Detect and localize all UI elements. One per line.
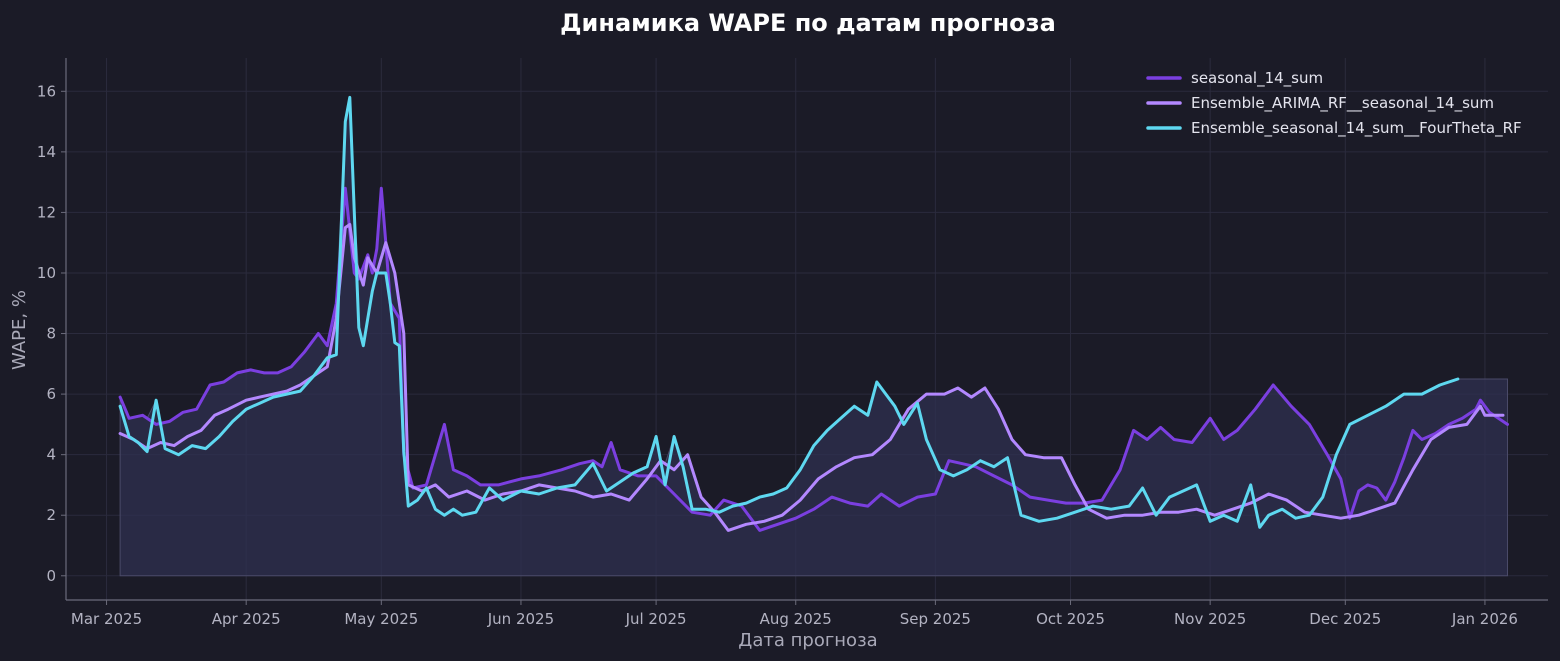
chart-title: Динамика WAPE по датам прогноза [560, 9, 1056, 37]
y-tick-label: 10 [37, 264, 56, 282]
y-tick-label: 8 [46, 325, 56, 343]
x-tick-label: Nov 2025 [1174, 610, 1246, 628]
x-tick-label: Aug 2025 [760, 610, 832, 628]
y-tick-label: 0 [46, 567, 56, 585]
x-tick-label: Jul 2025 [625, 610, 687, 628]
y-tick-label: 6 [46, 385, 56, 403]
y-tick-label: 12 [37, 203, 56, 221]
x-tick-label: Dec 2025 [1309, 610, 1381, 628]
legend-label-1: seasonal_14_sum [1191, 69, 1323, 88]
y-tick-label: 16 [37, 82, 56, 100]
y-tick-label: 14 [37, 143, 56, 161]
series-line-Ensemble_seasonal_14_sum__FourTheta_RF [118, 95, 1460, 529]
x-tick-label: Mar 2025 [71, 610, 142, 628]
x-tick-label: Jun 2025 [487, 610, 554, 628]
y-axis-label: WAPE, % [9, 290, 30, 370]
legend-label-2: Ensemble_ARIMA_RF__seasonal_14_sum [1191, 94, 1494, 113]
legend: seasonal_14_sum Ensemble_ARIMA_RF__season… [1146, 69, 1522, 138]
plot-area: 0 2 4 6 8 10 12 14 16 Mar 2025 Apr 2025 May 2025 Jun… [37, 58, 1548, 628]
x-axis-label: Дата прогноза [738, 630, 877, 651]
x-tick-label: Jan 2026 [1451, 610, 1518, 628]
y-tick-label: 2 [46, 506, 56, 524]
x-tick-label: Oct 2025 [1036, 610, 1105, 628]
y-tick-label: 4 [46, 446, 56, 464]
x-tick-label: Sep 2025 [900, 610, 971, 628]
legend-label-3: Ensemble_seasonal_14_sum__FourTheta_RF [1191, 119, 1522, 138]
x-tick-label: May 2025 [344, 610, 418, 628]
x-tick-label: Apr 2025 [212, 610, 281, 628]
